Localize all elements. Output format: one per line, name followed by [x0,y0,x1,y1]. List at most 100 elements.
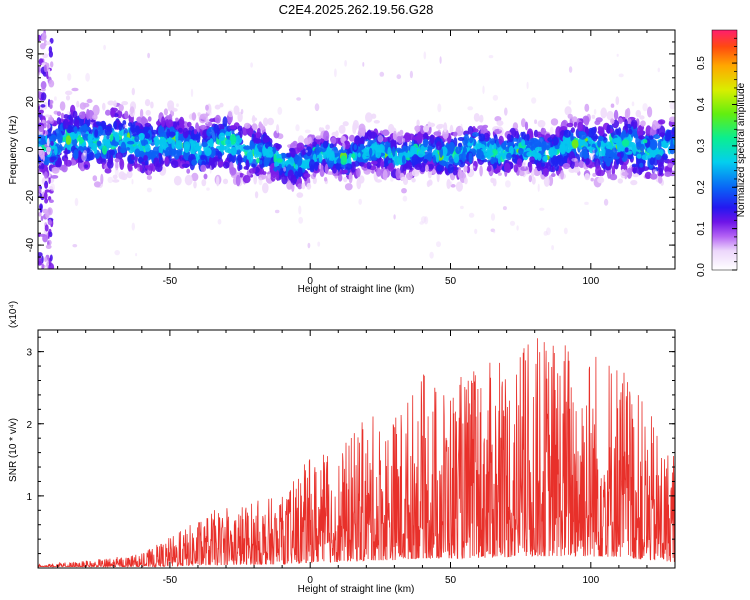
spectrogram-cell [357,127,366,139]
spectrogram-cell [429,134,435,144]
spectrogram-cell [82,142,87,147]
x-tick-label: 50 [445,276,457,287]
spectrogram-cell [402,164,407,172]
spectrogram-cell [589,153,595,161]
spectrogram-cell [400,176,406,181]
spectrogram-cell [427,163,434,170]
spectrogram-cell [219,102,224,108]
spectrogram-cell [267,174,271,179]
spectrogram-cell [40,215,44,221]
spectrogram-cell [63,118,69,130]
spectrogram-cell [233,105,240,115]
spectrogram-cell [118,171,126,180]
spectrogram-cell [446,178,451,190]
spectrogram-cell [425,164,429,173]
spectrogram-cell [631,101,635,107]
spectrogram-cell [527,139,535,150]
spectrogram-cell [584,201,589,205]
spectrogram-cell [115,160,119,171]
spectrogram-cell [354,135,361,145]
spectrogram-cell [534,119,538,124]
spectrogram-cell [411,168,420,177]
spectrogram-cell [54,96,57,101]
spectrogram-cell [531,97,537,104]
spectrogram-cell [96,140,102,147]
spectrogram-cell [554,162,559,172]
spectrogram-cell [217,161,225,167]
spectrogram-cell [388,123,395,134]
spectrogram-cell [82,150,88,157]
spectrogram-cell [107,176,114,184]
spectrogram-cell [464,177,468,185]
spectrogram-cell [577,121,584,132]
spectrogram-cell [529,156,535,163]
spectrogram-cell [649,173,658,180]
spectrogram-cell [376,167,382,177]
spectrogram-cell [463,133,470,144]
spectrogram-cell [109,133,114,143]
y-tick-label: -20 [25,190,36,205]
spectrogram-cell [307,242,311,249]
spectrogram-cell [83,102,90,108]
spectrogram-cell [39,204,43,213]
spectrogram-cell [497,172,502,176]
spectrogram-cell [143,155,149,161]
spectrogram-cell [114,167,119,176]
spectrogram-cell [342,142,346,151]
spectrogram-cell [359,143,365,150]
spectrogram-cell [626,107,631,118]
spectrogram-cell [605,157,612,167]
spectrogram-cell [278,163,282,169]
y-tick-label: 1 [26,492,32,503]
spectrogram-cell [416,119,420,127]
spectrogram-cell [471,132,479,137]
spectrogram-cell [396,149,405,153]
x-tick-label: -50 [163,276,178,287]
spectrogram-cell [344,60,347,67]
spectrogram-cell [147,52,151,59]
snr-x-label: Height of straight line (km) [298,584,415,595]
spectrogram-cell [528,161,533,173]
spectrogram-cell [669,116,675,123]
spectrogram-cell [110,107,115,118]
spectrogram-cell [262,135,270,144]
spectrogram-cell [324,163,329,175]
spectrogram-cell [600,107,607,119]
spectrogram-cell [448,155,454,167]
spectrogram-cell [50,141,54,146]
spectrogram-cell [171,138,176,150]
spectrogram-cell [209,118,215,123]
spectrogram-cell [122,137,131,143]
spectrogram-cell [457,142,462,148]
spectrogram-cell [506,133,511,141]
spectrogram-cell [338,174,343,182]
spectrogram-cell [432,154,436,163]
spectrogram-cell [193,180,197,189]
spectrogram-cell [343,169,348,174]
spectrogram-cell [479,165,483,177]
spectrogram-cell [365,112,373,123]
spectrogram-cell [54,145,58,156]
spectrogram-cell [303,173,311,178]
spectrogram-cell [598,126,605,136]
spectrogram-cell [140,116,147,126]
spectrogram-cell [277,106,283,115]
spectrogram-cell [645,125,652,137]
spectrogram-cell [473,113,480,122]
spectrogram-cell [242,175,251,184]
spectrogram-cell [671,126,675,134]
spectrogram-cell [449,181,453,186]
spectrogram-cell [610,103,615,108]
spectrogram-cell [330,137,337,145]
spectrogram-cell [537,153,542,161]
spectrogram-cell [258,123,264,128]
spectrogram-cell [166,128,171,139]
spectrogram-cell [542,168,549,177]
spectrogram-cell [571,158,578,162]
spectrogram-cell [359,136,365,146]
spectrogram-cell [671,134,675,138]
spectrogram-cell [263,117,269,127]
spectrogram-cell [329,143,334,149]
spectrogram-cell [476,148,481,156]
spectrogram-cell [447,163,454,174]
